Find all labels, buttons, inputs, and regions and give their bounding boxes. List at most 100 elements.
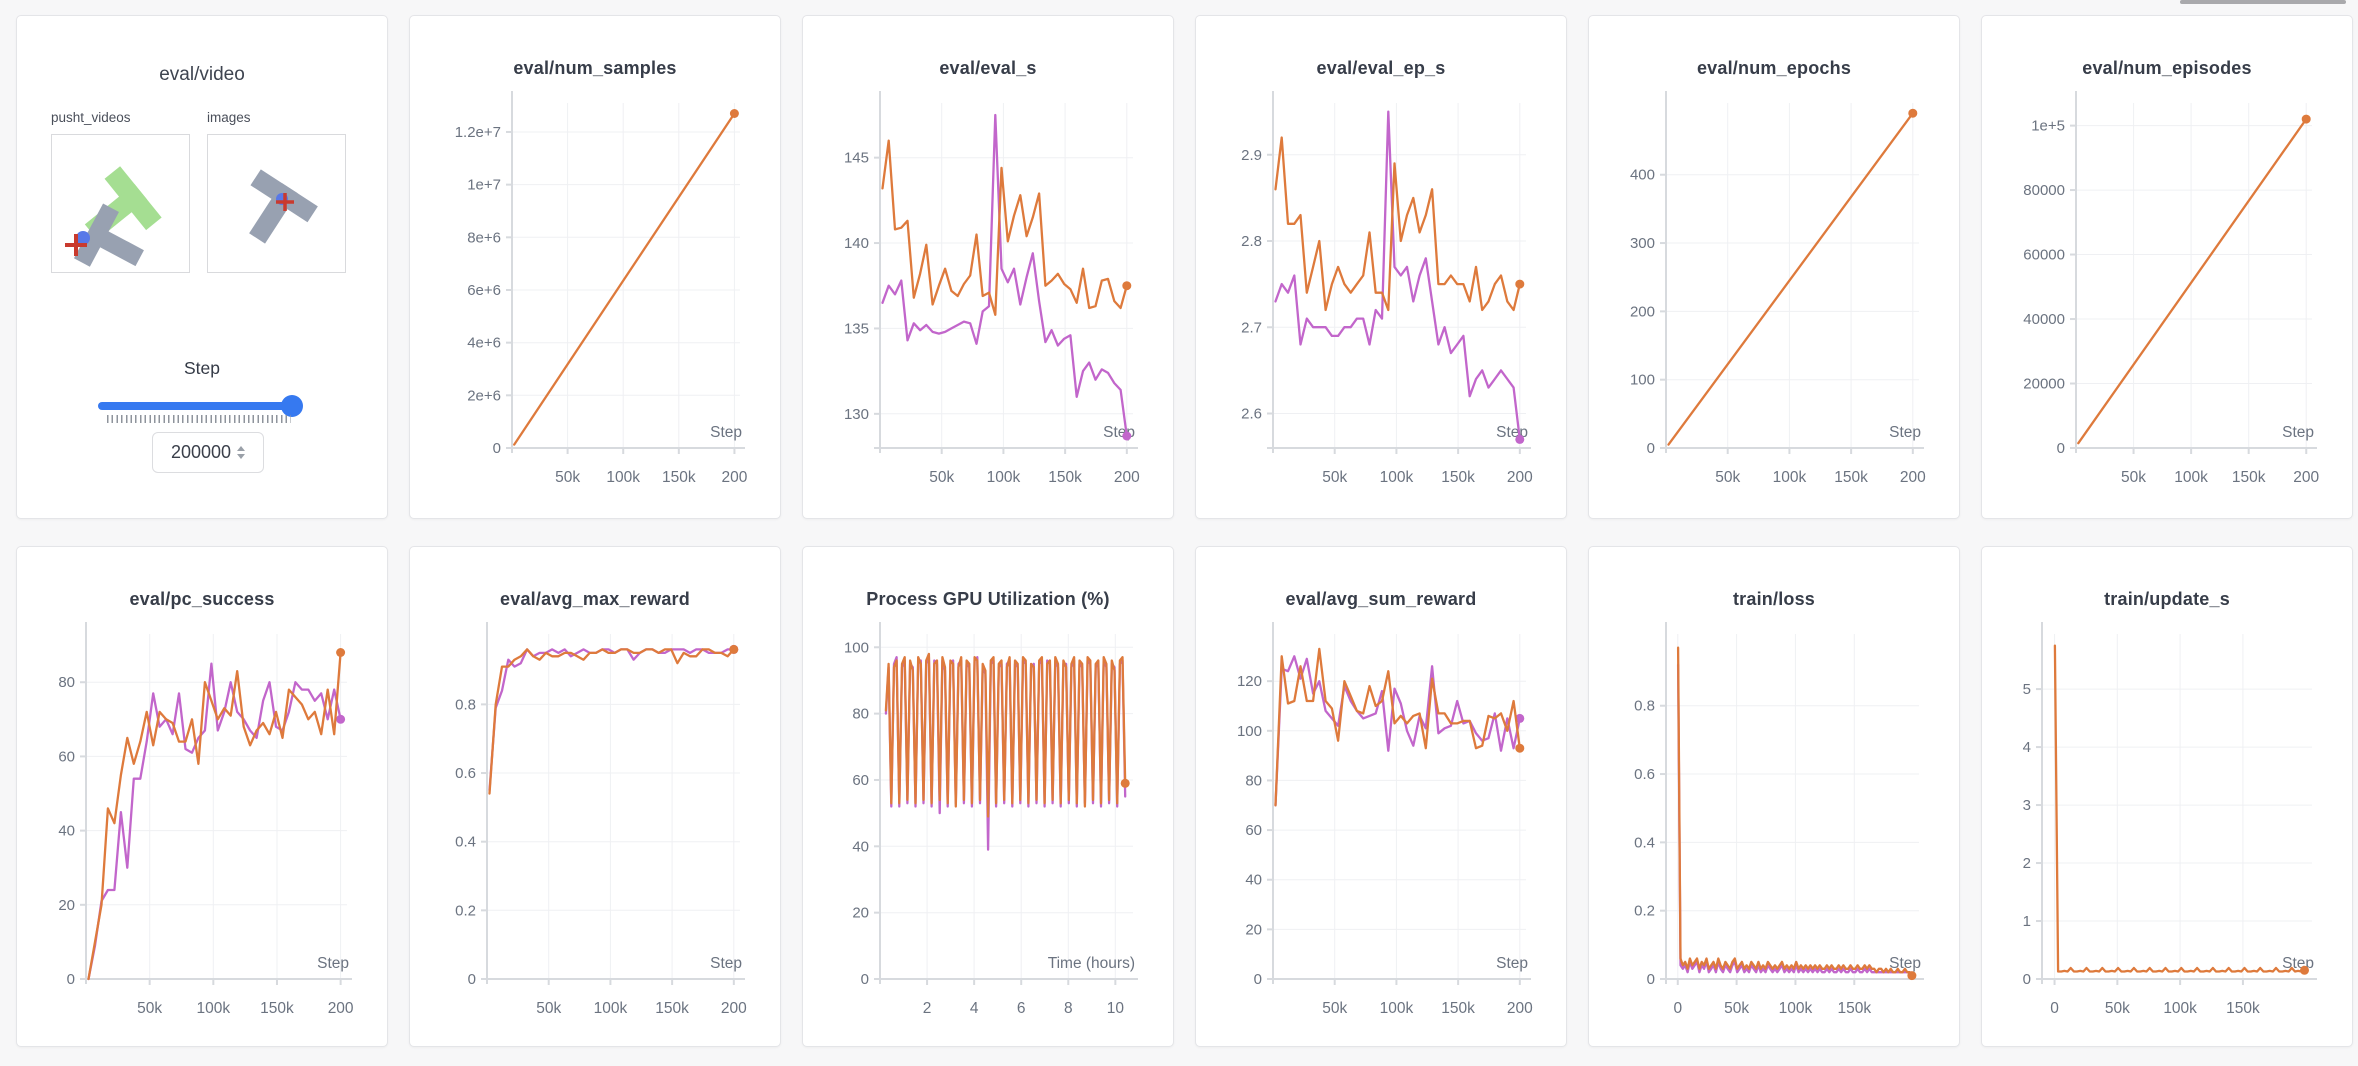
thumb-label-images: images <box>207 110 251 125</box>
line-chart[interactable]: 0 2e+6 4e+6 6e+6 8e+6 1e+7 1.2e+7 50k 100k 150k 20… <box>410 81 780 517</box>
step-input-value[interactable]: 200000 <box>170 442 232 462</box>
y-tick-label: 20000 <box>2023 376 2065 393</box>
pusht-video-thumbnail[interactable] <box>51 134 190 273</box>
series-run-orange <box>2053 644 2306 973</box>
line-chart[interactable]: 0 20 40 60 80 100 2 4 6 8 10 Time (hours) <box>803 612 1173 1047</box>
x-tick-label: 8 <box>1064 1000 1073 1017</box>
x-tick-label: 200 <box>1507 1000 1533 1017</box>
chart-title: eval/pc_success <box>129 589 275 609</box>
video-panel: eval/video pusht_videos images <box>16 15 388 519</box>
y-tick-label: 2.6 <box>1241 406 1262 423</box>
x-tick-label: 200 <box>1114 469 1140 486</box>
x-tick-label: 200 <box>721 1000 747 1017</box>
thumb-label-pusht-videos: pusht_videos <box>51 110 131 125</box>
step-input[interactable]: 200000 <box>152 432 264 473</box>
x-tick-label: 50k <box>536 1000 561 1017</box>
y-tick-label: 130 <box>844 406 869 423</box>
scrollbar-thumb[interactable] <box>2180 0 2346 4</box>
step-increment-icon[interactable] <box>237 446 246 451</box>
step-decrement-icon[interactable] <box>237 454 246 459</box>
chart-panel-eval-avg-max-reward[interactable]: eval/avg_max_reward 0 0.2 0.4 0.6 0.8 50k 100k 1… <box>409 546 781 1047</box>
chart-panel-train-loss[interactable]: train/loss 0 0.2 0.4 0.6 0.8 0 50k 100k 150k Step <box>1588 546 1960 1047</box>
y-tick-label: 0 <box>861 971 869 988</box>
x-tick-label: 100k <box>594 1000 628 1017</box>
x-tick-label: 200 <box>328 1000 354 1017</box>
x-axis-label: Step <box>1889 955 1921 972</box>
x-axis-label: Step <box>317 955 349 972</box>
series-run-orange <box>884 652 1127 818</box>
x-tick-label: 100k <box>987 469 1021 486</box>
series-endpoint-run-orange <box>1515 279 1525 289</box>
y-tick-label: 6e+6 <box>467 282 501 299</box>
x-axis-label: Step <box>710 955 742 972</box>
chart-title: eval/num_samples <box>513 58 677 78</box>
agent-dot-icon <box>76 231 90 245</box>
line-chart[interactable]: 0 1 2 3 4 5 0 50k 100k 150k Step <box>1982 612 2352 1047</box>
y-tick-label: 40 <box>852 838 869 855</box>
line-chart[interactable]: 0 0.2 0.4 0.6 0.8 50k 100k 150k 200 Step <box>410 612 780 1047</box>
series-run-purple <box>488 648 735 792</box>
y-tick-label: 40 <box>1245 872 1262 889</box>
x-axis-label: Step <box>1496 955 1528 972</box>
y-tick-label: 60 <box>58 748 75 765</box>
x-tick-label: 50k <box>1724 1000 1749 1017</box>
y-tick-label: 0.2 <box>455 902 476 919</box>
line-chart[interactable]: 0 100 200 300 400 50k 100k 150k 200 Step <box>1589 81 1959 517</box>
images-scene-image <box>249 169 318 244</box>
chart-panel-eval-avg-sum-reward[interactable]: eval/avg_sum_reward 0 20 40 60 80 100 120 50k 100… <box>1195 546 1567 1047</box>
y-tick-label: 60000 <box>2023 247 2065 264</box>
series-run-orange <box>513 112 736 446</box>
step-stepper <box>237 446 246 459</box>
chart-title: eval/num_epochs <box>1696 58 1852 78</box>
y-tick-label: 80 <box>1245 772 1262 789</box>
y-tick-label: 145 <box>844 150 869 167</box>
chart-panel-process-gpu-utilization-[interactable]: Process GPU Utilization (%) 0 20 40 60 80 100 2… <box>802 546 1174 1047</box>
y-tick-label: 0.8 <box>455 696 476 713</box>
series-endpoint-run-orange <box>1908 108 1918 118</box>
chart-panel-eval-pc-success[interactable]: eval/pc_success 0 20 40 60 80 50k 100k 150k 200 St… <box>16 546 388 1047</box>
chart-panel-eval-num-samples[interactable]: eval/num_samples 0 2e+6 4e+6 6e+6 8e+6 1e+7 1.2… <box>409 15 781 519</box>
images-thumbnail[interactable] <box>207 134 346 273</box>
x-tick-label: 150k <box>662 469 696 486</box>
series-endpoint-run-orange <box>1120 778 1130 788</box>
y-tick-label: 0.8 <box>1634 698 1655 715</box>
chart-title: eval/avg_sum_reward <box>1285 589 1477 609</box>
line-chart[interactable]: 0 0.2 0.4 0.6 0.8 0 50k 100k 150k Step <box>1589 612 1959 1047</box>
step-slider-handle[interactable] <box>281 395 303 417</box>
series-run-orange <box>488 648 735 795</box>
step-slider-track[interactable] <box>98 402 300 410</box>
chart-panel-eval-num-epochs[interactable]: eval/num_epochs 0 100 200 300 400 50k 100k 150k 2… <box>1588 15 1960 519</box>
x-tick-label: 6 <box>1017 1000 1026 1017</box>
x-tick-label: 0 <box>1673 1000 1682 1017</box>
y-tick-label: 0 <box>1647 440 1655 457</box>
x-tick-label: 50k <box>929 469 954 486</box>
y-tick-label: 0 <box>2057 440 2065 457</box>
y-tick-label: 2 <box>2023 855 2031 872</box>
chart-panel-eval-eval-s[interactable]: eval/eval_s 130 135 140 145 50k 100k 150k 200 Ste… <box>802 15 1174 519</box>
block-tee-icon <box>249 169 318 244</box>
y-tick-label: 120 <box>1237 673 1262 690</box>
line-chart[interactable]: 0 20 40 60 80 100 120 50k 100k 150k 200 Step <box>1196 612 1566 1047</box>
x-tick-label: 200 <box>1900 469 1926 486</box>
chart-panel-eval-num-episodes[interactable]: eval/num_episodes 0 20000 40000 60000 80000 1e… <box>1981 15 2353 519</box>
y-tick-label: 40000 <box>2023 311 2065 328</box>
y-tick-label: 80 <box>58 674 75 691</box>
x-tick-label: 150k <box>1441 469 1475 486</box>
line-chart[interactable]: 0 20 40 60 80 50k 100k 150k 200 Step <box>17 612 387 1047</box>
chart-panel-eval-eval-ep-s[interactable]: eval/eval_ep_s 2.6 2.7 2.8 2.9 50k 100k 150k 200… <box>1195 15 1567 519</box>
series-run-purple <box>1274 655 1521 807</box>
chart-panel-train-update-s[interactable]: train/update_s 0 1 2 3 4 5 0 50k 100k 150k Step <box>1981 546 2353 1047</box>
series-endpoint-run-purple <box>1515 434 1525 444</box>
x-tick-label: 50k <box>1322 1000 1347 1017</box>
x-tick-label: 50k <box>555 469 580 486</box>
chart-title: train/update_s <box>2104 589 2230 609</box>
x-tick-label: 100k <box>1779 1000 1813 1017</box>
step-slider-label: Step <box>184 358 220 378</box>
y-tick-label: 20 <box>58 897 75 914</box>
y-tick-label: 0.2 <box>1634 903 1655 920</box>
line-chart[interactable]: 0 20000 40000 60000 80000 1e+5 50k 100k 150k 200 S… <box>1982 81 2352 517</box>
y-tick-label: 400 <box>1630 167 1655 184</box>
x-tick-label: 150k <box>1837 1000 1871 1017</box>
